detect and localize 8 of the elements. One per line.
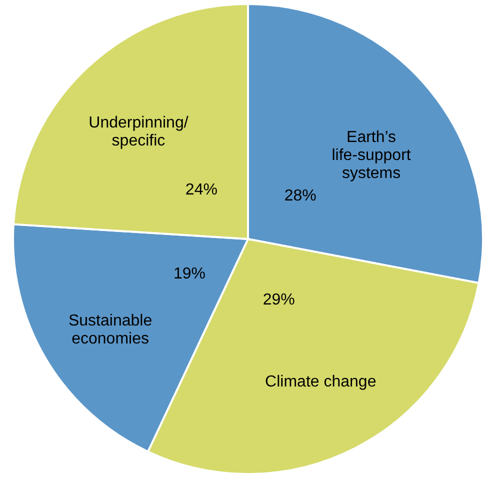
slice-label: Earth’s life-support systems bbox=[332, 129, 412, 182]
data-label: 29% bbox=[262, 292, 295, 309]
data-label: 24% bbox=[185, 181, 218, 198]
data-label: 28% bbox=[284, 188, 316, 205]
slice-label: Sustainable economies bbox=[68, 312, 152, 348]
slice-label: Climate change bbox=[265, 374, 376, 391]
slice-label: Underpinning/ specific bbox=[88, 114, 189, 150]
data-label: 19% bbox=[173, 266, 206, 283]
